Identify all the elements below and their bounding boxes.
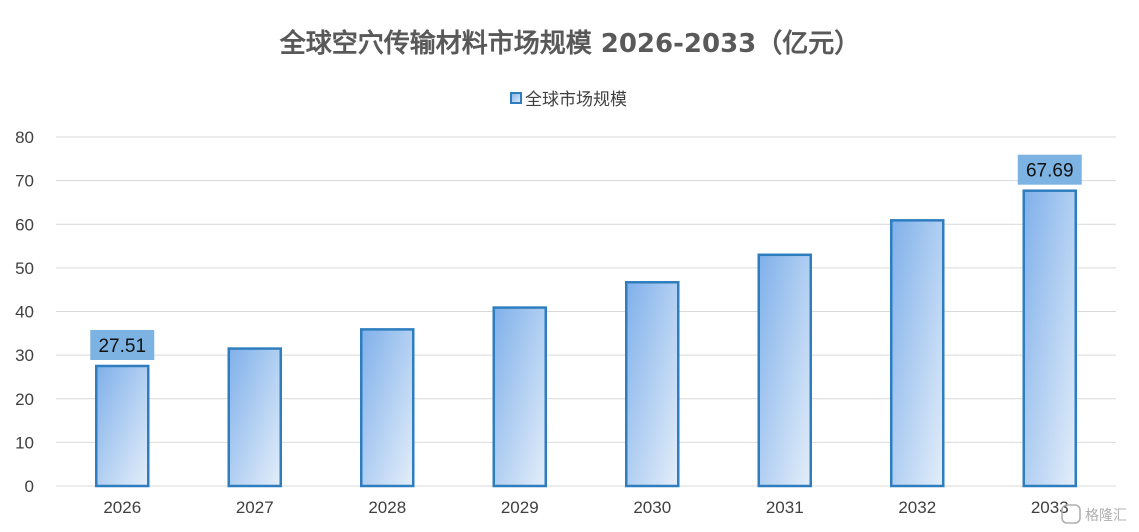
y-tick-label: 80 — [15, 128, 34, 147]
chart-title: 全球空穴传输材料市场规模 2026-2033（亿元） — [279, 28, 861, 59]
x-tick-label: 2033 — [1031, 498, 1069, 517]
gridlines — [56, 136, 1116, 487]
bar — [227, 347, 282, 488]
bars — [95, 189, 1077, 488]
x-tick-label: 2029 — [501, 498, 539, 517]
bar — [890, 219, 945, 488]
y-tick-label: 40 — [15, 303, 34, 322]
bar — [492, 306, 547, 488]
bar — [360, 328, 415, 488]
legend: 全球市场规模 — [510, 90, 627, 110]
x-tick-label: 2030 — [633, 498, 671, 517]
x-tick-label: 2026 — [103, 498, 141, 517]
data-label: 67.69 — [1026, 161, 1074, 182]
x-axis-ticks: 2026 2027 2028 2029 2030 2031 2032 2033 — [103, 498, 1068, 517]
x-tick-label: 2028 — [368, 498, 406, 517]
bar — [625, 281, 680, 488]
y-tick-label: 30 — [15, 346, 34, 365]
bar — [1022, 189, 1077, 488]
bar — [757, 253, 812, 488]
y-tick-label: 60 — [15, 215, 34, 234]
watermark-text: 格隆汇 — [1085, 508, 1127, 524]
y-axis-ticks: 0 10 20 30 40 50 60 70 80 — [15, 128, 34, 496]
legend-label: 全球市场规模 — [525, 90, 627, 110]
y-tick-label: 10 — [15, 433, 34, 452]
y-tick-label: 50 — [15, 259, 34, 278]
y-tick-label: 0 — [25, 477, 34, 496]
x-tick-label: 2027 — [236, 498, 274, 517]
x-tick-label: 2031 — [766, 498, 804, 517]
gelonghui-logo-icon — [1061, 504, 1081, 524]
watermark: 格隆汇 — [1061, 504, 1127, 524]
data-labels: 27.51 67.69 — [90, 154, 1082, 360]
y-tick-label: 70 — [15, 172, 34, 191]
bar — [95, 364, 150, 488]
legend-swatch — [510, 92, 522, 104]
y-tick-label: 20 — [15, 390, 34, 409]
data-label: 27.51 — [98, 336, 146, 357]
data-label-bg — [90, 329, 155, 360]
x-tick-label: 2032 — [898, 498, 936, 517]
data-label-bg — [1017, 154, 1082, 185]
